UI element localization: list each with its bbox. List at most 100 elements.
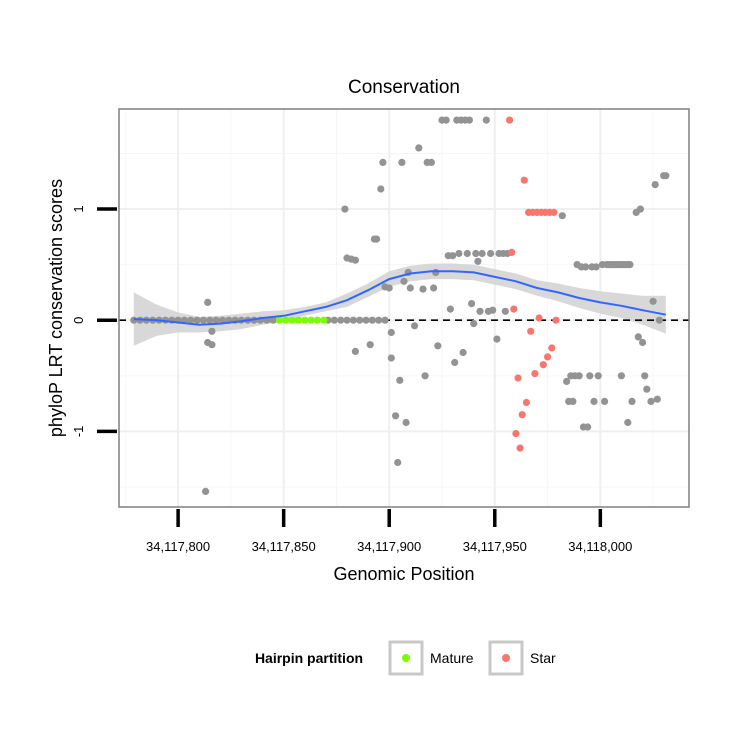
y-tick-label: -1 [71,426,86,438]
point-other [387,328,395,337]
point-star [550,208,558,216]
smooth-curve [133,270,666,326]
point-other [465,116,473,124]
point-other [442,116,450,124]
point-star [514,374,522,382]
point-other [421,372,429,380]
point-other [202,487,210,495]
legend-label-star: Star [530,650,556,666]
point-other [472,249,480,258]
point-star [531,370,539,378]
point-other [459,348,467,357]
point-other [449,252,457,260]
point-star [527,327,535,335]
point-other [628,397,636,405]
point-other [474,257,482,265]
confidence-band [133,263,666,346]
point-other [400,277,408,285]
point-other [269,316,277,324]
x-tick-label: 34,117,800 [146,539,210,554]
point-other [582,263,590,271]
chart-title: Conservation [348,77,460,98]
point-other [341,205,349,213]
point-other [208,327,216,335]
point-mature [307,316,315,324]
point-other [430,284,438,292]
point-other [451,358,459,367]
point-star [552,316,560,324]
point-other [375,316,383,324]
legend: Hairpin partition Mature Star [255,640,556,676]
point-other [362,316,370,324]
point-other [351,347,359,355]
point-other [349,316,357,324]
point-other [385,284,393,292]
legend-title: Hairpin partition [255,650,363,666]
data-points [130,116,670,495]
point-other [639,338,647,347]
point-star [522,398,531,407]
point-other [406,284,414,292]
point-other [381,316,389,324]
point-other [337,316,345,324]
point-star [539,361,547,369]
point-other [662,172,670,180]
point-other [482,116,490,124]
point-mature [294,316,302,324]
y-tick-label: 1 [71,205,86,212]
point-star [535,314,543,322]
point-other [411,322,419,330]
point-other [212,316,220,324]
point-other [366,341,374,349]
y-axis: -1 0 1 [71,205,117,437]
point-other [199,316,207,324]
y-axis-label: phyloP LRT conservation scores [46,179,66,437]
point-mature [288,316,296,324]
point-star [510,305,518,313]
legend-swatch-mature [402,654,410,662]
point-other [489,306,497,314]
point-other [601,397,609,405]
point-other [590,397,598,405]
point-other [206,316,214,324]
point-other [655,316,664,324]
point-other [563,377,571,385]
legend-key-mature [388,640,424,676]
point-other [396,376,404,384]
point-other [193,316,201,324]
point-other [575,372,583,380]
x-axis: 34,117,800 34,117,850 34,117,900 34,117,950… [146,509,632,554]
smooth-confidence-band [133,263,666,346]
point-other [187,316,195,324]
point-other [641,372,649,380]
point-other [569,397,577,405]
point-other [377,185,385,193]
point-other [204,298,212,306]
point-other [368,316,376,324]
point-other [434,342,442,350]
point-star [518,411,526,419]
point-other [617,372,626,380]
point-star [544,353,552,361]
x-axis-label: Genomic Position [333,564,474,584]
point-other [343,316,351,324]
point-star [516,444,524,452]
point-other [379,158,387,166]
point-other [626,261,634,269]
point-other [478,249,486,258]
y-tick-label: 0 [71,317,86,324]
point-other [501,307,509,315]
point-star [548,344,556,352]
point-mature [320,316,328,324]
point-other [398,158,406,166]
point-other [218,316,226,324]
point-other [558,212,566,220]
plot-border [118,108,690,508]
point-other [208,341,216,349]
point-other [463,249,471,258]
point-other [330,316,338,324]
point-star [508,248,516,256]
smooth-line [133,270,666,326]
point-other [594,372,602,380]
point-other [586,372,594,380]
